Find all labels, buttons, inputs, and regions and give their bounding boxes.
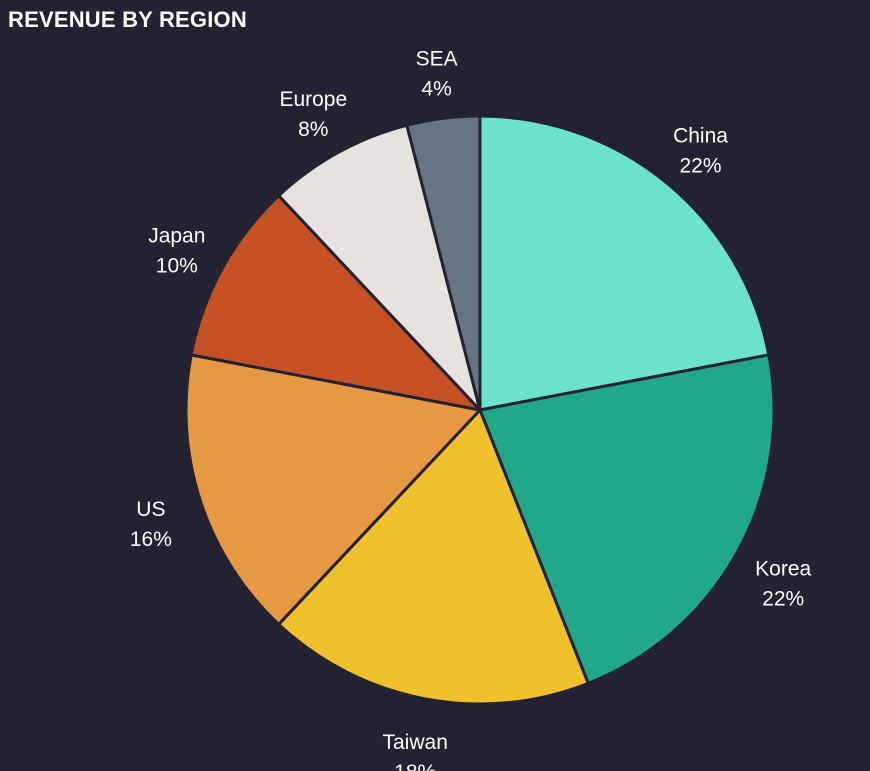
pie-slices bbox=[184, 114, 776, 706]
slice-percent-japan: 10% bbox=[156, 254, 198, 277]
slice-label-taiwan: Taiwan bbox=[383, 731, 448, 754]
pie-slice-europe bbox=[277, 123, 482, 412]
slice-label-japan: Japan bbox=[148, 224, 205, 247]
slice-label-us: US bbox=[136, 498, 165, 521]
slice-percent-china: 22% bbox=[679, 154, 721, 177]
slice-percent-taiwan: 18% bbox=[394, 761, 436, 771]
pie-slice-taiwan bbox=[277, 408, 590, 706]
slice-percent-korea: 22% bbox=[762, 588, 804, 611]
slice-percent-sea: 4% bbox=[421, 78, 451, 101]
slice-percent-us: 16% bbox=[130, 528, 172, 551]
slice-label-korea: Korea bbox=[755, 558, 811, 581]
pie-slice-us bbox=[184, 353, 482, 626]
pie-slice-korea bbox=[478, 353, 776, 685]
slice-percent-europe: 8% bbox=[298, 118, 328, 141]
slice-label-china: China bbox=[673, 124, 728, 147]
pie-slice-sea bbox=[405, 114, 482, 412]
pie-slice-japan bbox=[189, 194, 482, 412]
pie-slice-china bbox=[478, 114, 771, 412]
slice-label-sea: SEA bbox=[416, 48, 458, 71]
pie-labels: China 22% Korea 22% Taiwan 18% US 16% Japan 10% Eu… bbox=[130, 48, 812, 771]
chart-title: REVENUE BY REGION bbox=[8, 7, 247, 32]
slice-label-europe: Europe bbox=[279, 88, 347, 111]
